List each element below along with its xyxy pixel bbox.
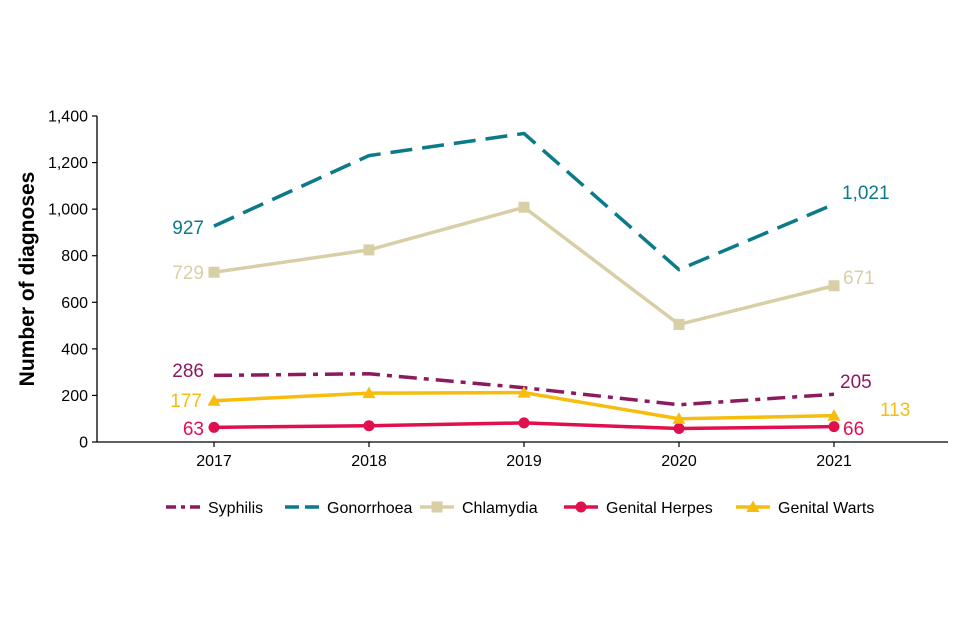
series-genital-herpes xyxy=(208,417,840,434)
chart-legend: Syphilis Gonorrhoea Chlamydia Genital Herpe… xyxy=(166,500,874,517)
data-label-start-chlamydia: 729 xyxy=(172,263,204,284)
legend-label-genital-herpes: Genital Herpes xyxy=(606,500,713,517)
y-tick-label: 0 xyxy=(79,435,88,452)
series-line-gonorrhoea xyxy=(213,131,835,272)
x-tick-label: 2019 xyxy=(506,453,542,470)
chart-axes: 0 200 400 600 800 1,000 1,200 1,400 2017 2018 2019… xyxy=(16,109,948,470)
data-label-end-chlamydia: 671 xyxy=(843,268,875,289)
data-point-genital-warts xyxy=(362,386,376,399)
series-gonorrhoea xyxy=(213,131,835,272)
data-point-chlamydia xyxy=(518,201,530,213)
y-tick-label: 1,400 xyxy=(48,109,88,126)
legend-marker-genital-warts xyxy=(746,500,760,512)
legend-item-chlamydia: Chlamydia xyxy=(420,500,538,517)
data-point-genital-warts xyxy=(207,394,221,406)
legend-item-gonorrhoea: Gonorrhoea xyxy=(285,500,412,517)
data-point-chlamydia xyxy=(208,266,220,278)
data-point-genital-herpes xyxy=(673,422,685,434)
y-tick-label: 600 xyxy=(61,295,88,312)
data-point-chlamydia xyxy=(673,318,685,330)
y-tick-label: 800 xyxy=(61,248,88,265)
data-point-genital-warts xyxy=(672,412,686,424)
legend-label-syphilis: Syphilis xyxy=(208,500,263,517)
data-label-start-genital-warts: 177 xyxy=(170,391,202,412)
data-label-end-gonorrhoea: 1,021 xyxy=(842,183,890,204)
data-label-end-syphilis: 205 xyxy=(840,372,872,393)
y-axis-title: Number of diagnoses xyxy=(16,172,39,387)
data-point-genital-warts xyxy=(517,386,531,398)
data-labels-layer: 286 205 927 1,021 729 671 63 66 177 113 xyxy=(170,183,910,440)
legend-item-genital-warts: Genital Warts xyxy=(736,500,874,517)
x-tick-label: 2018 xyxy=(351,453,387,470)
data-label-start-syphilis: 286 xyxy=(172,361,204,382)
legend-label-gonorrhoea: Gonorrhoea xyxy=(327,500,412,517)
y-tick-label: 1,000 xyxy=(48,202,88,219)
data-label-start-genital-herpes: 63 xyxy=(183,419,204,440)
y-tick-label: 400 xyxy=(61,341,88,358)
series-line-chlamydia xyxy=(213,205,835,327)
data-point-genital-herpes xyxy=(208,421,220,433)
data-point-chlamydia xyxy=(828,280,840,292)
y-tick-label: 200 xyxy=(61,388,88,405)
data-label-end-genital-herpes: 66 xyxy=(843,419,864,440)
data-point-genital-warts xyxy=(827,409,841,421)
legend-marker-genital-herpes xyxy=(575,501,587,513)
series-genital-warts xyxy=(207,386,841,424)
series-layer xyxy=(207,131,841,434)
legend-label-genital-warts: Genital Warts xyxy=(778,500,874,517)
data-label-start-gonorrhoea: 927 xyxy=(172,218,204,239)
data-point-chlamydia xyxy=(363,244,375,256)
data-label-end-genital-warts: 113 xyxy=(880,400,910,421)
series-chlamydia xyxy=(208,201,840,330)
data-point-genital-herpes xyxy=(828,421,840,433)
legend-marker-chlamydia xyxy=(431,501,443,513)
legend-item-syphilis: Syphilis xyxy=(166,500,263,517)
y-tick-label: 1,200 xyxy=(48,155,88,172)
x-tick-label: 2021 xyxy=(816,453,852,470)
legend-item-genital-herpes: Genital Herpes xyxy=(564,500,713,517)
legend-label-chlamydia: Chlamydia xyxy=(462,500,538,517)
x-tick-label: 2020 xyxy=(661,453,697,470)
data-point-genital-herpes xyxy=(518,417,530,429)
x-tick-label: 2017 xyxy=(196,453,232,470)
data-point-genital-herpes xyxy=(363,420,375,432)
